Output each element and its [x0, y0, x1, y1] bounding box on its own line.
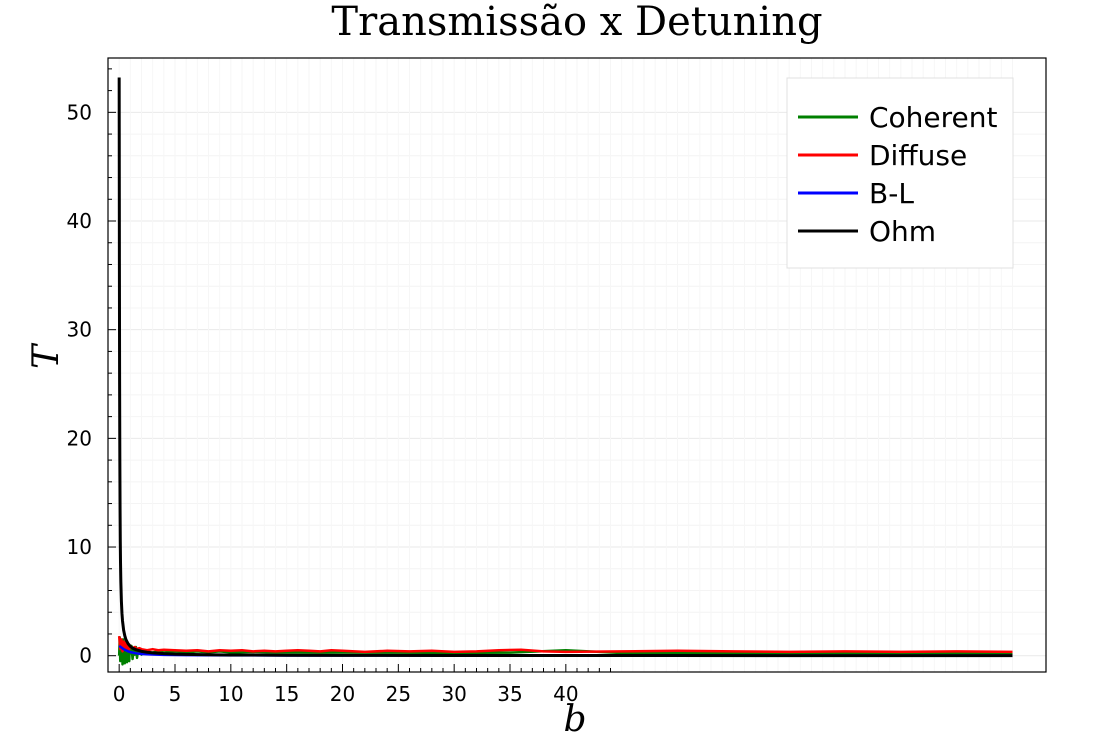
y-tick-label: 50	[67, 100, 92, 124]
legend-label-coherent: Coherent	[869, 101, 998, 134]
y-tick-label: 20	[67, 426, 92, 450]
y-tick-label: 10	[67, 535, 92, 559]
x-tick-label: 5	[169, 682, 182, 706]
series-layer	[117, 77, 1013, 666]
y-axis-label: T	[26, 342, 67, 369]
series-line-ohm	[117, 77, 1013, 658]
y-tick-label: 30	[67, 318, 92, 342]
legend-label-diffuse: Diffuse	[869, 139, 967, 172]
chart-title: Transmissão x Detuning	[331, 0, 822, 45]
x-tick-label: 10	[218, 682, 243, 706]
x-axis-label: b	[563, 699, 586, 740]
legend-box	[786, 77, 1014, 269]
legend-label-ohm: Ohm	[869, 215, 936, 248]
plot-area	[117, 77, 1013, 666]
x-tick-label: 20	[330, 682, 355, 706]
legend: Coherent Diffuse B-L Ohm	[786, 77, 1014, 269]
legend-label-b-l: B-L	[869, 177, 914, 210]
x-tick-label: 30	[441, 682, 466, 706]
x-tick-label: 40	[553, 682, 578, 706]
x-tick-label: 35	[497, 682, 522, 706]
axes: 0 10 20 30 40 50 0 5 10 15 20 25 30 35 40	[67, 68, 611, 706]
series-line-diffuse	[117, 636, 1013, 654]
x-tick-label: 0	[113, 682, 126, 706]
y-tick-label: 0	[79, 644, 92, 668]
x-tick-label: 15	[274, 682, 299, 706]
x-tick-label: 25	[386, 682, 411, 706]
y-tick-label: 40	[67, 209, 92, 233]
